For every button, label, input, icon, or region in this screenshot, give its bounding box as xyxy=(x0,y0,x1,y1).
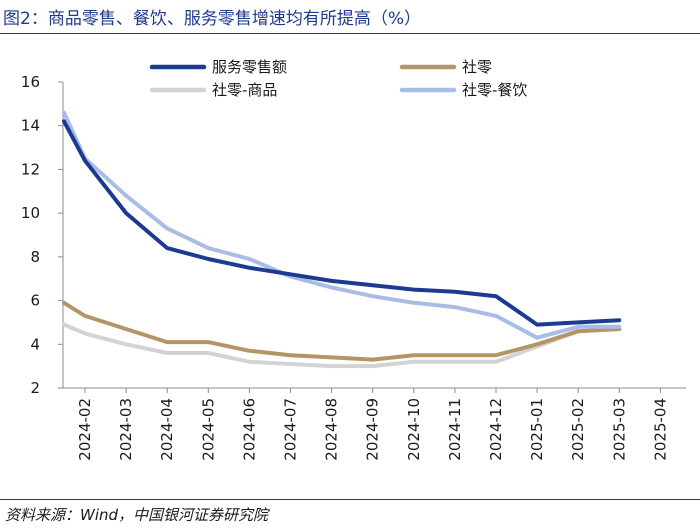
x-tick-label: 2024-05 xyxy=(199,398,217,461)
y-tick-label: 12 xyxy=(21,160,40,178)
series-line-retail-total xyxy=(62,300,622,362)
x-tick-label: 2024-09 xyxy=(364,398,382,461)
x-tick-label: 2024-04 xyxy=(158,398,176,461)
legend-label: 社零-餐饮 xyxy=(462,81,527,99)
x-tick-label: 2025-04 xyxy=(651,398,669,461)
x-tick-label: 2024-07 xyxy=(282,398,300,461)
legend-label: 社零-商品 xyxy=(212,81,277,99)
x-tick-label: 2024-08 xyxy=(323,398,341,461)
y-tick-label: 2 xyxy=(30,379,40,397)
legend-item-retail-total: 社零 xyxy=(399,58,492,76)
y-tick-label: 16 xyxy=(21,73,40,91)
source-note: 资料来源：Wind，中国银河证券研究院 xyxy=(5,506,269,524)
legend-item-retail-catering: 社零-餐饮 xyxy=(399,81,527,99)
chart-axes: 2 4 6 8 10 12 14 16 2024-02 2024-03 2024-04 2024-05… xyxy=(21,73,686,461)
series-line-retail-catering xyxy=(62,110,622,340)
series-line-service-retail xyxy=(62,119,622,327)
source-divider xyxy=(0,499,700,500)
y-tick-label: 14 xyxy=(21,117,40,135)
x-tick-label: 2024-10 xyxy=(405,398,423,461)
figure-title: 图2：商品零售、餐饮、服务零售增速均有所提高（%） xyxy=(3,9,421,29)
x-tick-label: 2024-06 xyxy=(240,398,258,461)
y-tick-label: 4 xyxy=(30,335,40,353)
x-tick-label: 2025-02 xyxy=(569,398,587,461)
legend-item-retail-goods: 社零-商品 xyxy=(149,81,277,99)
x-tick-label: 2024-11 xyxy=(446,398,464,461)
y-tick-label: 8 xyxy=(30,248,40,266)
x-tick-label: 2025-03 xyxy=(610,398,628,461)
legend-label: 服务零售额 xyxy=(212,58,287,76)
legend-item-service-retail: 服务零售额 xyxy=(149,58,287,76)
x-tick-label: 2025-01 xyxy=(528,398,546,461)
x-tick-label: 2024-03 xyxy=(117,398,135,461)
x-tick-label: 2024-02 xyxy=(76,398,94,461)
series-line-retail-goods xyxy=(62,322,622,369)
x-tick-label: 2024-12 xyxy=(487,398,505,461)
y-tick-label: 6 xyxy=(30,292,40,310)
title-divider xyxy=(0,33,700,34)
y-tick-label: 10 xyxy=(21,204,40,222)
chart-series xyxy=(62,110,622,369)
legend-label: 社零 xyxy=(462,58,492,76)
